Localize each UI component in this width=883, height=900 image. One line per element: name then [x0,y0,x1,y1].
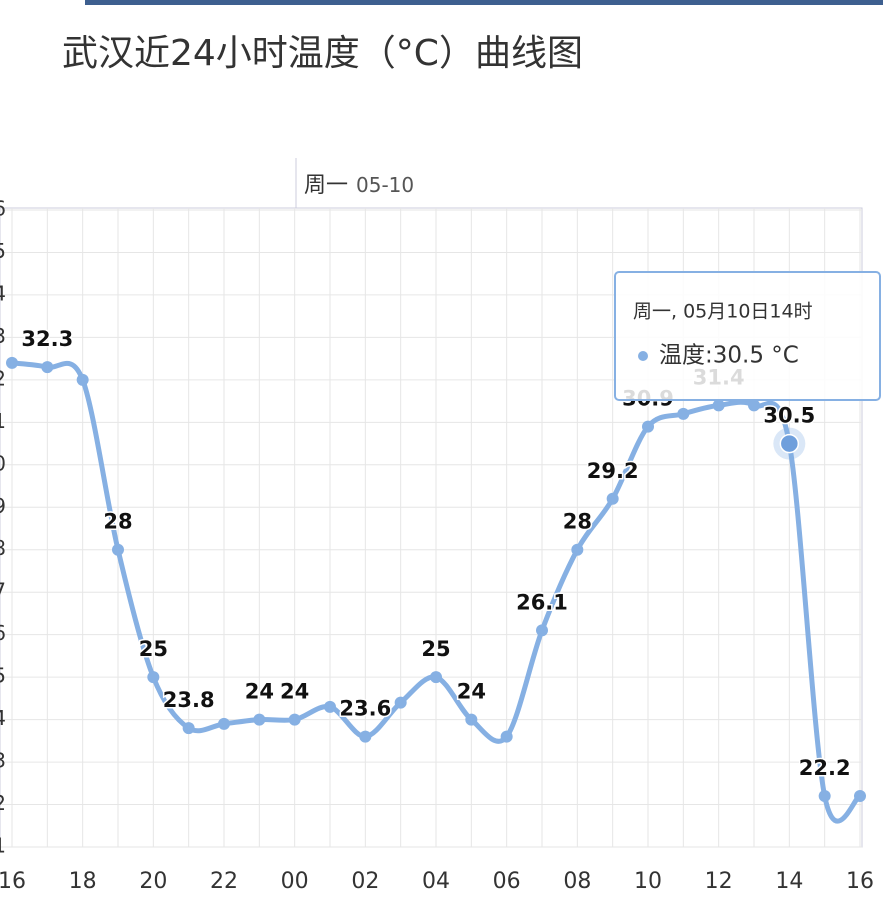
data-label: 22.2 [799,756,851,780]
data-label: 24 [457,680,486,704]
y-tick-label: 36 [0,197,6,221]
x-tick-label: 08 [563,869,591,894]
point [465,713,478,726]
point [712,399,725,412]
y-tick-label: 24 [0,706,6,730]
point [41,361,54,374]
data-label: 28 [563,510,592,534]
x-tick-label: 20 [139,869,167,894]
point [748,399,760,412]
y-tick-label: 25 [0,664,6,688]
point [253,713,266,726]
point [6,356,18,369]
data-label: 28 [103,510,132,534]
data-label: 24 [245,680,274,704]
data-label: 25 [139,637,168,661]
point [394,696,407,709]
x-tick-label: 06 [493,869,521,894]
point [606,492,619,505]
point [288,713,301,726]
point [818,790,831,803]
data-label: 23.8 [163,688,215,712]
data-label: 26.1 [516,590,568,614]
data-label: 30.5 [763,404,815,428]
x-tick-label: 14 [775,869,803,894]
y-tick-label: 34 [0,281,6,305]
point [147,671,160,684]
data-label: 25 [421,637,450,661]
header-label: 周一 05-10 [304,173,414,199]
x-tick-label: 16 [0,869,26,894]
point [359,730,372,743]
point [430,671,442,684]
data-label: 24 [280,680,309,704]
point [536,624,548,637]
x-tick-label: 02 [351,869,379,894]
y-tick-label: 21 [0,834,6,858]
point [642,420,654,433]
x-tick-label: 22 [210,869,238,894]
x-tick-label: 10 [634,869,662,894]
point [76,373,89,386]
header-date: 05-10 [356,173,414,197]
point [324,700,336,713]
y-tick-label: 35 [0,239,6,263]
point [182,722,195,735]
y-tick-label: 27 [0,579,6,603]
data-label: 23.6 [339,697,391,721]
x-tick-label: 04 [422,869,450,894]
x-tick-label: 12 [705,869,733,894]
y-tick-label: 32 [0,366,6,390]
y-tick-label: 31 [0,409,6,433]
point [218,717,230,730]
y-tick-label: 23 [0,749,6,773]
data-label: 32.3 [21,327,73,351]
y-tick-label: 33 [0,324,6,348]
y-tick-label: 30 [0,451,6,475]
chart-title: 武汉近24小时温度（°C）曲线图 [62,33,583,74]
point [779,433,800,454]
point [854,790,866,803]
tooltip-title: 周一, 05月10日14时 [633,301,813,323]
tooltip-text: 温度:30.5 °C [659,343,799,369]
y-tick-label: 29 [0,494,6,518]
y-tick-label: 22 [0,791,6,815]
tooltip-box [614,271,881,401]
header-day: 周一 [304,173,348,198]
y-tick-label: 28 [0,536,6,560]
x-tick-label: 18 [69,869,97,894]
x-tick-label: 00 [281,869,309,894]
x-tick-label: 16 [846,869,874,894]
point [500,730,513,743]
data-label: 29.2 [587,459,639,483]
y-tick-label: 26 [0,621,6,645]
tooltip-marker [638,351,648,361]
point [571,543,584,556]
point [112,543,124,556]
top-bar [85,0,883,5]
point [677,407,690,420]
